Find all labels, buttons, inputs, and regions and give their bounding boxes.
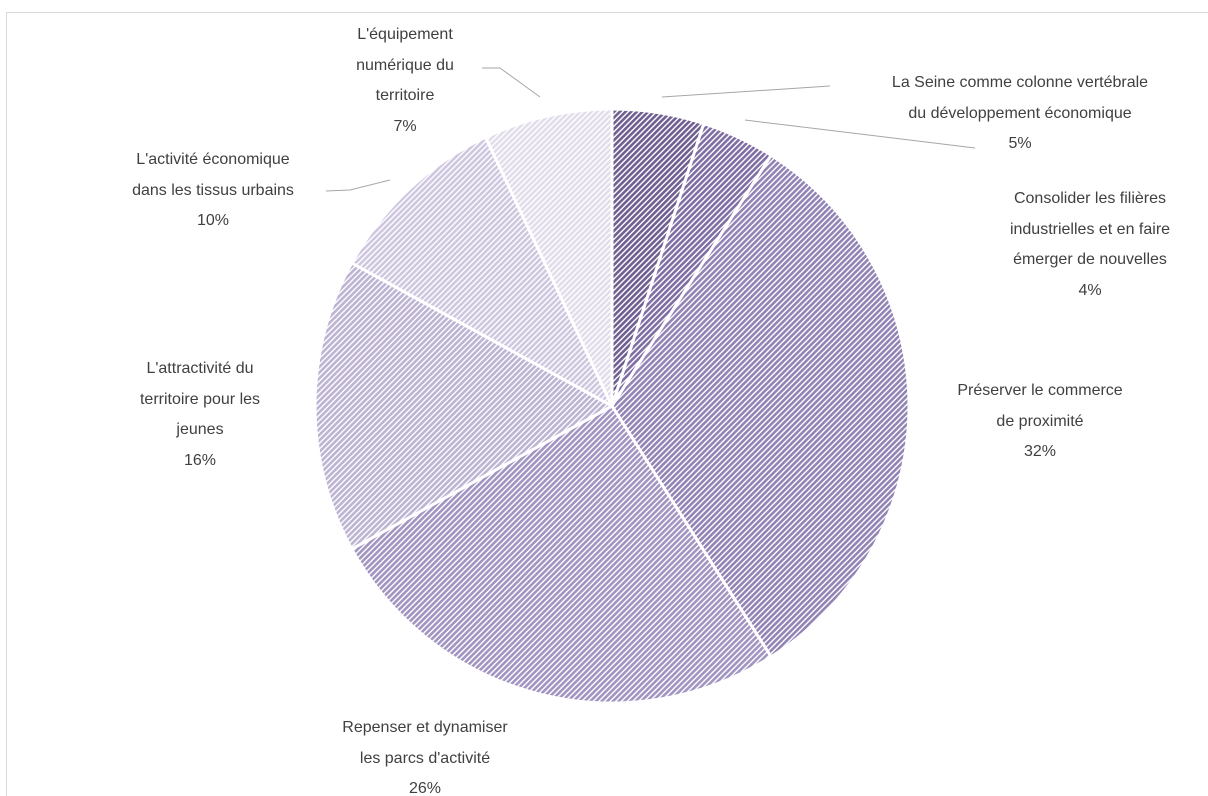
chart-frame — [6, 12, 1208, 796]
pie-slice — [610, 153, 911, 659]
value-label: 26% — [408, 780, 442, 796]
leader-line — [482, 67, 541, 98]
value-label: 4% — [1078, 281, 1102, 299]
data-label: L'activité économique dans les tissus ur… — [132, 145, 294, 237]
category-label: L'attractivité du territoire pour les je… — [139, 360, 261, 438]
category-label: Préserver le commerce de proximité — [957, 382, 1123, 430]
pie-slice — [350, 404, 773, 705]
pie-slice — [313, 261, 614, 551]
category-label: L'activité économique dans les tissus ur… — [132, 151, 294, 199]
category-label: Consolider les filières industrielles et… — [1009, 190, 1171, 268]
category-label: Repenser et dynamiser les parcs d'activi… — [342, 719, 508, 767]
data-label: Consolider les filières industrielles et… — [1010, 184, 1170, 306]
category-label: L'équipement numérique du territoire — [356, 26, 454, 104]
data-label: Préserver le commerce de proximité 32% — [957, 376, 1122, 468]
leader-line — [661, 85, 831, 98]
leader-line — [325, 179, 391, 192]
value-label: 16% — [183, 451, 217, 469]
value-label: 10% — [196, 212, 230, 229]
data-label: L'équipement numérique du territoire 7% — [356, 20, 454, 142]
pie-slice — [484, 107, 614, 408]
category-label: La Seine comme colonne vertébrale du dév… — [891, 74, 1149, 122]
data-label: La Seine comme colonne vertébrale du dév… — [892, 68, 1148, 160]
data-label: Repenser et dynamiser les parcs d'activi… — [342, 713, 507, 796]
value-label: 5% — [1008, 135, 1032, 152]
value-label: 32% — [1023, 443, 1057, 460]
value-label: 7% — [393, 117, 417, 135]
pie-slice — [350, 135, 614, 408]
data-label: L'attractivité du territoire pour les je… — [140, 354, 260, 476]
leader-line — [744, 119, 976, 149]
